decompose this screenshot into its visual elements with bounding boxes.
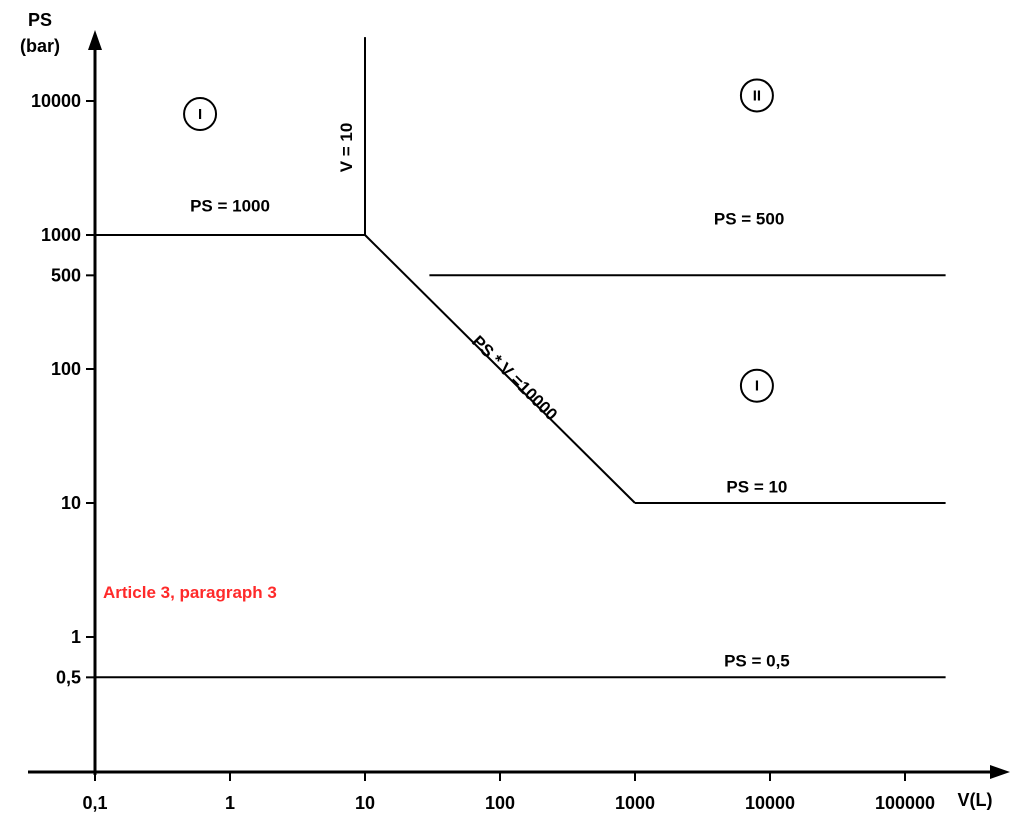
x-ticks: 0,1 1 10 100 1000 10000 100000	[82, 772, 935, 813]
line-annotation: V = 10	[337, 123, 356, 173]
x-tick-label: 100000	[875, 793, 935, 813]
line-annotation: PS = 1000	[190, 196, 270, 215]
x-tick-label: 100	[485, 793, 515, 813]
y-axis-title-line2: (bar)	[20, 36, 60, 56]
y-tick-label: 1	[71, 627, 81, 647]
category-region-marker: II	[739, 78, 774, 113]
y-tick-label: 1000	[41, 225, 81, 245]
y-tick-label: 10000	[31, 91, 81, 111]
x-axis-title: V(L)	[958, 790, 993, 810]
region-label: I	[198, 106, 202, 123]
boundary-line	[364, 234, 636, 504]
x-tick-label: 1000	[615, 793, 655, 813]
axes: PS (bar) V(L)	[20, 10, 1010, 810]
region-label: II	[753, 87, 761, 104]
y-axis-title-line1: PS	[28, 10, 52, 30]
region-circle	[183, 96, 218, 131]
x-tick-label: 1	[225, 793, 235, 813]
category-region-marker: I	[183, 96, 218, 131]
line-annotation: PS = 0,5	[724, 652, 790, 671]
x-tick-label: 10	[355, 793, 375, 813]
region-label: I	[755, 378, 759, 395]
y-tick-label: 100	[51, 359, 81, 379]
boundary-lines	[95, 37, 946, 679]
line-annotation: PS = 500	[714, 209, 784, 228]
region-circle	[739, 368, 774, 403]
y-tick-label: 0,5	[56, 667, 81, 687]
line-annotation: PS = 10	[726, 477, 787, 496]
category-region-marker: I	[739, 368, 774, 403]
line-annotation: PS * V =10000	[468, 332, 561, 424]
y-ticks: 0,5 1 10 100 500 1000 10000	[31, 91, 95, 687]
x-axis-arrow-icon	[990, 765, 1010, 779]
y-tick-label: 10	[61, 493, 81, 513]
y-tick-label: 500	[51, 265, 81, 285]
x-tick-label: 10000	[745, 793, 795, 813]
region-circle	[739, 78, 774, 113]
annotations: PS = 1000 V = 10 PS = 500 PS * V =10000 PS =…	[190, 123, 790, 671]
article-note: Article 3, paragraph 3	[103, 583, 277, 602]
y-axis-arrow-icon	[88, 30, 102, 50]
x-tick-label: 0,1	[82, 793, 107, 813]
